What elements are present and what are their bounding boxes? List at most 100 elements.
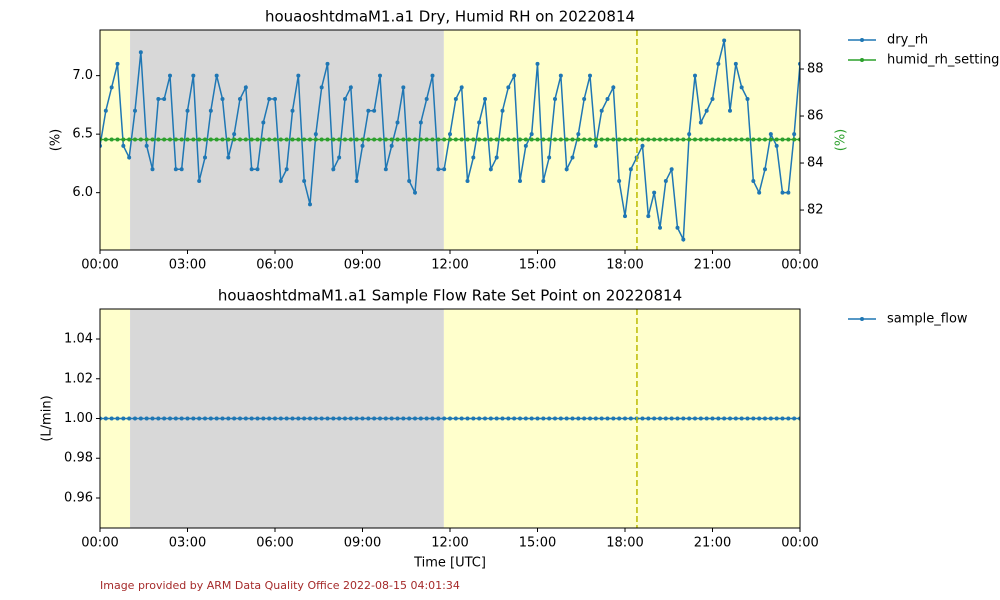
- series-marker: [197, 137, 202, 142]
- series-marker: [214, 137, 219, 142]
- series-marker: [144, 416, 149, 421]
- series-marker: [663, 178, 668, 183]
- series-marker: [296, 73, 301, 78]
- series-marker: [710, 137, 715, 142]
- series-marker: [424, 416, 429, 421]
- x-tick-label: 15:00: [519, 536, 556, 551]
- series-marker: [343, 416, 347, 421]
- series-marker: [506, 416, 511, 421]
- series-marker: [599, 108, 604, 113]
- series-marker: [704, 416, 709, 421]
- series-marker: [226, 155, 231, 160]
- y-tick-label: 1.04: [64, 332, 93, 347]
- series-marker: [168, 73, 172, 78]
- series-marker: [302, 416, 307, 421]
- series-marker: [372, 137, 377, 142]
- series-marker: [389, 137, 394, 142]
- series-marker: [208, 108, 213, 113]
- series-marker: [267, 416, 272, 421]
- x-tick-label: 21:00: [694, 258, 731, 273]
- series-marker: [716, 416, 721, 421]
- y-tick-label: 0.98: [64, 451, 93, 466]
- series-marker: [576, 416, 581, 421]
- series-marker: [255, 416, 260, 421]
- series-marker: [133, 416, 137, 421]
- series-marker: [780, 137, 785, 142]
- series-marker: [628, 416, 633, 421]
- series-marker: [313, 416, 318, 421]
- series-marker: [518, 178, 522, 183]
- series-marker: [617, 178, 622, 183]
- series-marker: [529, 137, 534, 142]
- series-marker: [512, 416, 517, 421]
- series-marker: [640, 137, 645, 142]
- series-marker: [162, 137, 167, 142]
- series-marker: [693, 137, 697, 142]
- series-marker: [733, 416, 738, 421]
- y-tick-label: 0.96: [64, 490, 93, 505]
- series-marker: [757, 137, 762, 142]
- series-marker: [763, 167, 767, 172]
- series-marker: [588, 416, 592, 421]
- series-marker: [593, 137, 598, 142]
- series-marker: [646, 137, 651, 142]
- series-marker: [168, 137, 172, 142]
- legend-label: sample_flow: [887, 312, 968, 327]
- series-marker: [558, 73, 563, 78]
- legend-marker: [860, 58, 864, 62]
- series-marker: [284, 137, 289, 142]
- series-marker: [401, 416, 406, 421]
- series-marker: [558, 416, 563, 421]
- x-tick-label: 00:00: [781, 536, 818, 551]
- series-marker: [698, 416, 703, 421]
- series-marker: [319, 416, 324, 421]
- series-marker: [243, 85, 248, 90]
- series-marker: [430, 416, 435, 421]
- y-tick-label: 6.0: [72, 185, 93, 200]
- series-marker: [763, 137, 767, 142]
- series-marker: [331, 137, 336, 142]
- series-marker: [768, 132, 773, 137]
- series-marker: [576, 132, 581, 137]
- series-marker: [337, 137, 342, 142]
- series-marker: [284, 167, 289, 172]
- series-marker: [278, 137, 283, 142]
- series-marker: [745, 137, 750, 142]
- series-marker: [249, 416, 254, 421]
- series-marker: [366, 416, 371, 421]
- series-marker: [477, 137, 482, 142]
- series-marker: [144, 143, 149, 148]
- series-marker: [273, 416, 277, 421]
- series-marker: [628, 137, 633, 142]
- series-marker: [780, 416, 785, 421]
- series-marker: [459, 85, 464, 90]
- series-marker: [716, 61, 721, 66]
- series-marker: [261, 416, 266, 421]
- series-marker: [553, 416, 557, 421]
- series-marker: [535, 137, 540, 142]
- y2-tick-label: 84: [807, 156, 824, 171]
- series-marker: [220, 416, 225, 421]
- series-marker: [599, 416, 604, 421]
- series-marker: [792, 416, 797, 421]
- series-marker: [471, 155, 476, 160]
- x-tick-label: 06:00: [256, 536, 293, 551]
- series-marker: [418, 137, 423, 142]
- series-marker: [267, 137, 272, 142]
- series-marker: [243, 137, 248, 142]
- series-marker: [564, 167, 569, 172]
- series-marker: [512, 137, 517, 142]
- series-marker: [553, 97, 557, 102]
- series-marker: [792, 137, 797, 142]
- series-marker: [197, 416, 202, 421]
- series-marker: [663, 137, 668, 142]
- series-marker: [465, 137, 470, 142]
- series-marker: [774, 137, 779, 142]
- series-marker: [348, 85, 353, 90]
- y2-tick-label: 86: [807, 109, 824, 124]
- series-marker: [547, 416, 552, 421]
- series-marker: [669, 167, 674, 172]
- plot-area: [100, 30, 800, 250]
- series-marker: [453, 137, 458, 142]
- series-marker: [523, 143, 528, 148]
